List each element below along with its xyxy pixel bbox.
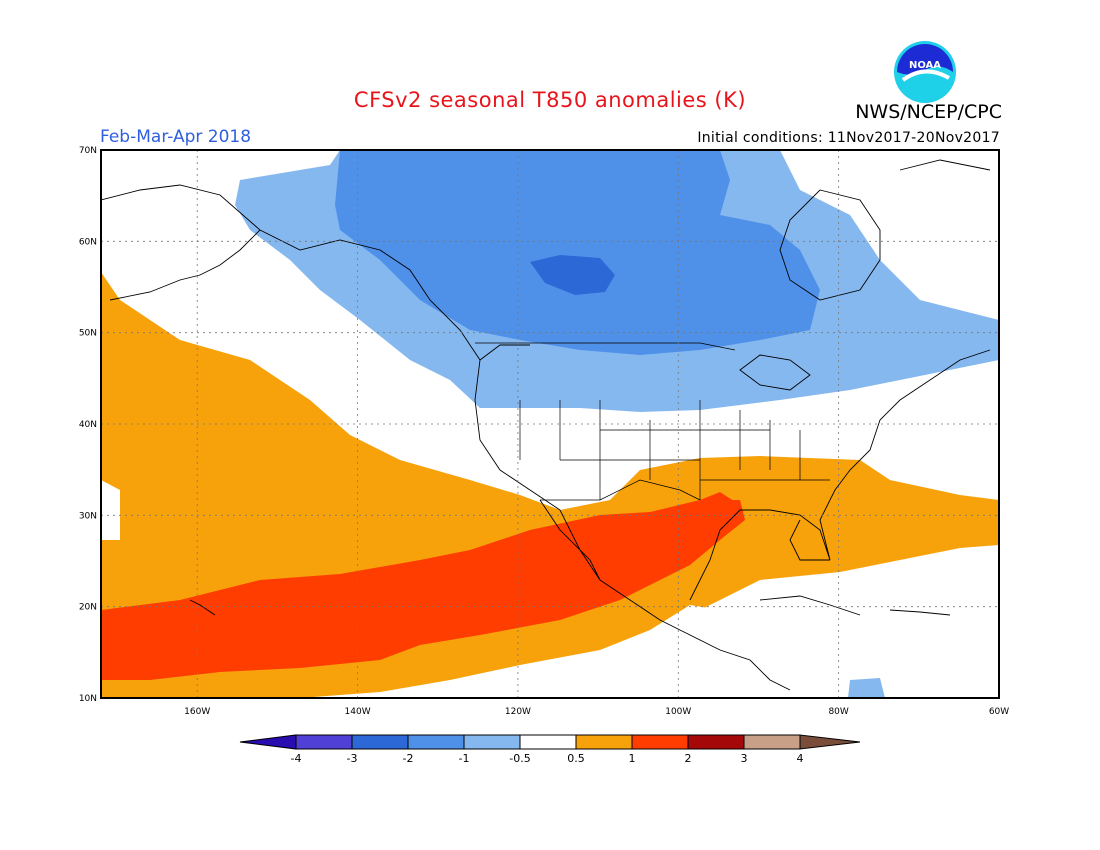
colorbar-swatch <box>519 734 577 750</box>
colorbar-arrow-low <box>239 734 297 750</box>
anomaly-field-p2 <box>101 500 745 680</box>
colorbar-swatch <box>575 734 633 750</box>
colorbar-swatch <box>463 734 521 750</box>
borders <box>475 342 830 501</box>
graticule <box>101 150 999 698</box>
colorbar-tick-label: 0.5 <box>567 752 585 765</box>
colorbar-tick-label: -0.5 <box>509 752 530 765</box>
colorbar-swatch <box>295 734 353 750</box>
latitude-labels: 10N 20N 30N 40N 50N 60N 70N <box>79 146 97 704</box>
colorbar-tick-label: 4 <box>797 752 804 765</box>
colorbar-tick-label: -1 <box>459 752 470 765</box>
colorbar-swatch <box>687 734 745 750</box>
anomaly-field-m2 <box>335 150 820 355</box>
noaa-logo-icon: NOAA <box>894 41 956 103</box>
colorbar-tick-label: 1 <box>629 752 636 765</box>
colorbar-swatch <box>743 734 801 750</box>
organization-label: NWS/NCEP/CPC <box>855 101 1002 123</box>
colorbar-tick-label: -2 <box>403 752 414 765</box>
lat-label: 40N <box>79 420 97 430</box>
colorbar-swatch <box>407 734 465 750</box>
logo-text: NOAA <box>909 60 941 71</box>
lon-label: 120W <box>505 707 531 717</box>
lon-label: 160W <box>184 707 210 717</box>
lat-label: 60N <box>79 237 97 247</box>
lat-label: 30N <box>79 511 97 521</box>
colorbar-tick-label: -3 <box>347 752 358 765</box>
initial-conditions: Initial conditions: 11Nov2017-20Nov2017 <box>697 130 1000 146</box>
map-frame <box>100 149 1000 699</box>
lon-label: 60W <box>989 707 1009 717</box>
lat-label: 10N <box>79 694 97 704</box>
longitude-labels: 160W 140W 120W 100W 80W 60W <box>184 707 1009 717</box>
forecast-period: Feb-Mar-Apr 2018 <box>100 127 252 147</box>
lat-label: 70N <box>79 146 97 156</box>
colorbar: -4 -3 -2 -1 -0.5 0.5 1 2 3 4 <box>239 734 861 765</box>
lon-label: 100W <box>665 707 691 717</box>
colorbar-arrow-high <box>799 734 861 750</box>
colorbar-swatch <box>351 734 409 750</box>
lat-label: 20N <box>79 603 97 613</box>
lon-label: 80W <box>828 707 848 717</box>
lon-label: 140W <box>345 707 371 717</box>
colorbar-tick-label: 2 <box>685 752 692 765</box>
anomaly-field-p2-gulf <box>700 492 740 520</box>
coastlines <box>101 159 991 691</box>
colorbar-swatch <box>631 734 689 750</box>
anomaly-fields <box>101 150 999 698</box>
anomaly-field-m3 <box>530 255 615 295</box>
colorbar-tick-label: 3 <box>741 752 748 765</box>
colorbar-tick-label: -4 <box>291 752 302 765</box>
chart-title: CFSv2 seasonal T850 anomalies (K) <box>353 88 747 112</box>
lat-label: 50N <box>79 329 97 339</box>
